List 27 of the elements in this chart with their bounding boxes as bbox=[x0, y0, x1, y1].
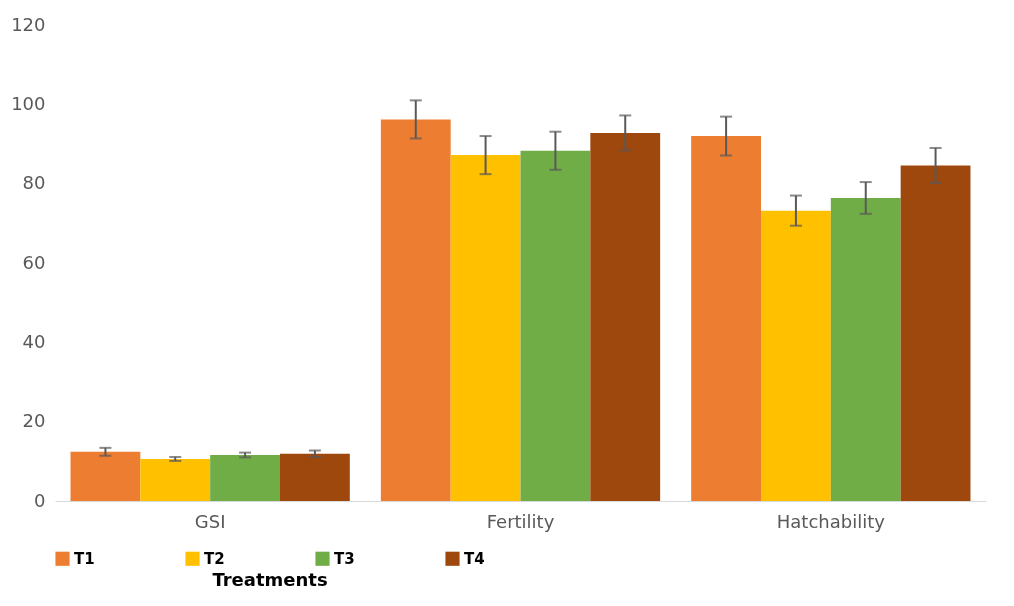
bar bbox=[450, 155, 521, 501]
y-tick-label: 40 bbox=[22, 330, 46, 352]
bar bbox=[590, 132, 661, 501]
legend-label: T3 bbox=[334, 549, 355, 568]
bar bbox=[140, 458, 211, 501]
bar bbox=[761, 210, 831, 501]
legend-label: T1 bbox=[74, 549, 95, 568]
y-tick-label: 100 bbox=[11, 92, 46, 114]
bar bbox=[210, 454, 280, 501]
y-tick-label: 20 bbox=[22, 410, 46, 432]
bar bbox=[279, 453, 350, 501]
legend-label: T2 bbox=[204, 549, 225, 568]
legend-label: T4 bbox=[464, 549, 485, 568]
bar bbox=[830, 197, 901, 501]
x-tick-label: GSI bbox=[194, 510, 226, 532]
bar bbox=[691, 136, 762, 501]
bar bbox=[70, 451, 141, 501]
y-tick-label: 120 bbox=[11, 13, 46, 35]
y-tick-label: 0 bbox=[34, 489, 46, 511]
bar bbox=[380, 119, 451, 501]
bar bbox=[520, 150, 591, 501]
bar bbox=[900, 165, 971, 501]
y-tick-label: 60 bbox=[22, 251, 46, 273]
legend-title: Treatments bbox=[212, 569, 328, 590]
x-tick-label: Fertility bbox=[486, 510, 555, 532]
y-tick-label: 80 bbox=[22, 172, 46, 194]
x-tick-label: Hatchability bbox=[776, 510, 886, 532]
